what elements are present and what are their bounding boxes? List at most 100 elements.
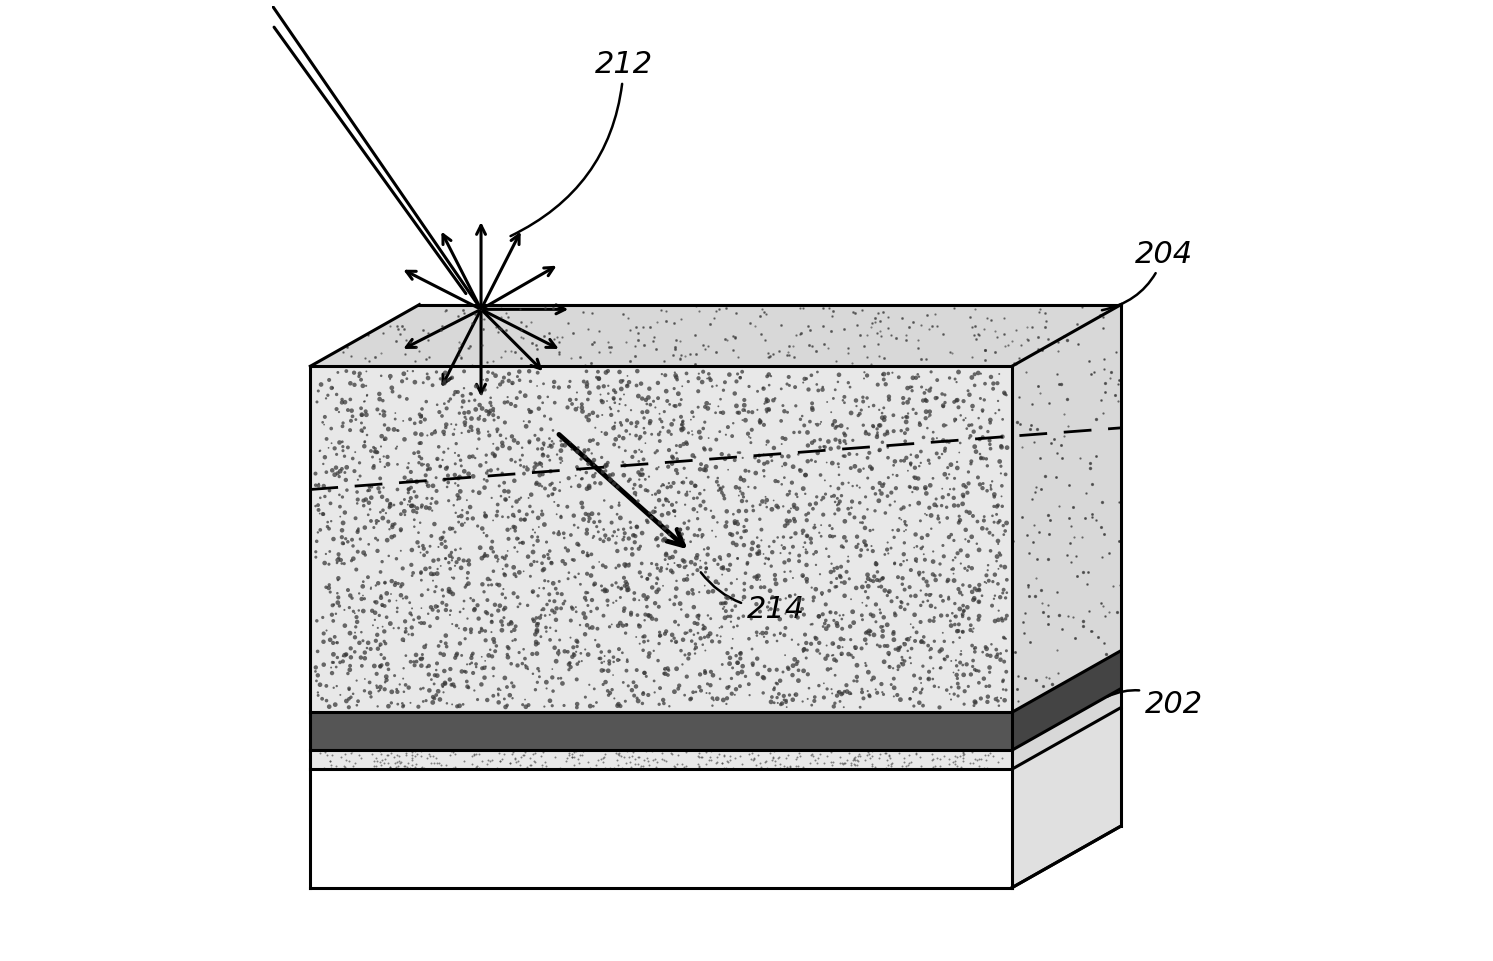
Point bbox=[796, 438, 820, 454]
Point bbox=[570, 496, 594, 511]
Point bbox=[369, 505, 393, 520]
Point bbox=[309, 491, 333, 506]
Point bbox=[820, 576, 844, 591]
Point bbox=[994, 631, 1018, 647]
Point bbox=[973, 679, 997, 695]
Point bbox=[336, 440, 360, 456]
Point bbox=[669, 392, 693, 407]
Point bbox=[848, 407, 872, 422]
Point bbox=[361, 618, 385, 633]
Point bbox=[800, 396, 824, 411]
Point bbox=[990, 611, 1014, 627]
Point bbox=[891, 501, 915, 516]
Point bbox=[576, 392, 600, 407]
Point bbox=[417, 479, 440, 494]
Point bbox=[567, 755, 591, 771]
Point bbox=[638, 505, 661, 521]
Point bbox=[372, 450, 396, 465]
Point bbox=[594, 365, 618, 381]
Point bbox=[627, 389, 651, 405]
Point bbox=[752, 754, 776, 770]
Point bbox=[596, 379, 620, 394]
Point bbox=[328, 655, 352, 671]
Point bbox=[827, 750, 851, 765]
Point bbox=[951, 394, 975, 409]
Point bbox=[927, 679, 951, 695]
Point bbox=[552, 530, 576, 546]
Point bbox=[378, 522, 402, 537]
Point bbox=[903, 633, 927, 649]
Point bbox=[784, 605, 808, 621]
Point bbox=[467, 431, 491, 447]
Point bbox=[385, 593, 409, 608]
Point bbox=[651, 420, 675, 435]
Point bbox=[691, 622, 715, 637]
Point bbox=[575, 526, 599, 541]
Point bbox=[546, 648, 570, 663]
Point bbox=[363, 605, 387, 621]
Point bbox=[523, 614, 546, 629]
Point bbox=[694, 463, 718, 479]
Point bbox=[920, 508, 944, 524]
Point bbox=[575, 377, 599, 392]
Point bbox=[709, 560, 733, 576]
Point bbox=[938, 530, 961, 545]
Point bbox=[340, 744, 364, 759]
Point bbox=[836, 502, 860, 517]
Point bbox=[476, 425, 500, 440]
Point bbox=[334, 694, 358, 709]
Point bbox=[772, 541, 796, 556]
Point bbox=[357, 483, 381, 499]
Point bbox=[687, 425, 711, 440]
Point bbox=[782, 511, 806, 527]
Point bbox=[918, 456, 942, 472]
Point bbox=[590, 393, 614, 408]
Point bbox=[549, 438, 573, 454]
Point bbox=[685, 511, 709, 527]
Point bbox=[832, 632, 855, 648]
Point bbox=[560, 650, 584, 665]
Point bbox=[964, 536, 988, 552]
Point bbox=[494, 493, 518, 508]
Point bbox=[526, 625, 549, 640]
Point bbox=[951, 609, 975, 625]
Point bbox=[833, 396, 857, 411]
Point bbox=[306, 525, 330, 540]
Point bbox=[428, 531, 452, 547]
Point bbox=[324, 606, 348, 622]
Point bbox=[449, 470, 473, 485]
Point bbox=[376, 699, 400, 714]
Point bbox=[499, 656, 523, 672]
Point bbox=[769, 592, 793, 607]
Point bbox=[487, 695, 511, 710]
Point bbox=[809, 468, 833, 483]
Point bbox=[327, 599, 351, 614]
Point bbox=[497, 374, 521, 389]
Point bbox=[602, 383, 626, 399]
Point bbox=[930, 490, 954, 505]
Point bbox=[717, 591, 741, 606]
Point bbox=[496, 647, 520, 662]
Point bbox=[609, 581, 633, 597]
Point bbox=[354, 407, 378, 423]
Point bbox=[520, 530, 543, 545]
Point bbox=[732, 609, 755, 625]
Point bbox=[496, 639, 520, 654]
Point bbox=[555, 543, 579, 558]
Point bbox=[320, 660, 343, 676]
Point bbox=[899, 589, 923, 604]
Point bbox=[818, 529, 842, 544]
Point bbox=[590, 407, 614, 423]
Point bbox=[560, 553, 584, 568]
Point bbox=[518, 435, 542, 451]
Point bbox=[876, 648, 900, 663]
Point bbox=[669, 643, 693, 658]
Point bbox=[487, 479, 511, 494]
Point bbox=[881, 467, 905, 482]
Point bbox=[346, 604, 370, 619]
Point bbox=[718, 752, 742, 768]
Point bbox=[978, 660, 1002, 676]
Point bbox=[967, 595, 991, 610]
Point bbox=[330, 395, 354, 410]
Point bbox=[951, 413, 975, 429]
